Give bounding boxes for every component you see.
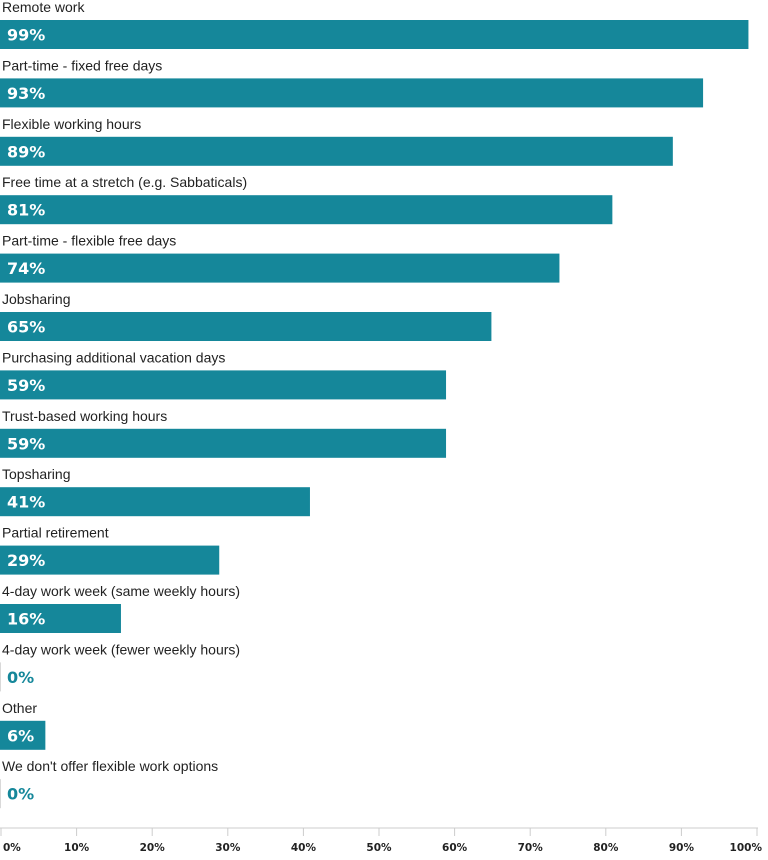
value-label-part-time-flexible-free-days: 74% — [7, 259, 45, 278]
value-labels-layer: 99% 93% 89% 81% 74% 65% 59% 59% 41% 29% 16% 0% 6% 0% — [7, 26, 45, 804]
x-tick-label-60: 60% — [442, 842, 468, 854]
category-label-4-day-work-week-fewer-weekly-hours: 4-day work week (fewer weekly hours) — [2, 641, 240, 657]
bar-we-don-t-offer-flexible-work-options — [0, 779, 1, 809]
bar-trust-based-working-hours — [0, 428, 447, 458]
value-label-other: 6% — [7, 726, 34, 745]
bars-layer — [0, 20, 749, 809]
bar-flexible-working-hours — [0, 136, 673, 166]
x-tick-label-90: 90% — [669, 842, 695, 854]
value-label-4-day-work-week-fewer-weekly-hours: 0% — [7, 668, 34, 687]
value-label-free-time-at-a-stretch-e-g-sabbaticals: 81% — [7, 201, 45, 220]
category-label-other: Other — [2, 700, 37, 716]
category-label-4-day-work-week-same-weekly-hours: 4-day work week (same weekly hours) — [2, 583, 240, 599]
x-axis: 0% 10% 20% 30% 40% 50% 60% 70% 80% 90% 100% — [0, 827, 763, 854]
category-label-flexible-working-hours: Flexible working hours — [2, 116, 141, 132]
x-tick-label-80: 80% — [593, 842, 619, 854]
category-label-part-time-flexible-free-days: Part-time - flexible free days — [2, 233, 176, 249]
value-label-4-day-work-week-same-weekly-hours: 16% — [7, 610, 45, 629]
bar-other — [0, 720, 46, 750]
x-tick-label-0: 0% — [3, 842, 21, 854]
value-label-partial-retirement: 29% — [7, 551, 45, 570]
bar-remote-work — [0, 20, 749, 49]
value-label-we-don-t-offer-flexible-work-options: 0% — [7, 785, 34, 804]
value-label-purchasing-additional-vacation-days: 59% — [7, 376, 45, 395]
category-label-topsharing: Topsharing — [2, 466, 71, 482]
category-label-purchasing-additional-vacation-days: Purchasing additional vacation days — [2, 349, 225, 365]
value-label-trust-based-working-hours: 59% — [7, 434, 45, 453]
bar-part-time-fixed-free-days — [0, 78, 704, 108]
category-label-free-time-at-a-stretch-e-g-sabbaticals: Free time at a stretch (e.g. Sabbaticals… — [2, 174, 247, 190]
bar-4-day-work-week-fewer-weekly-hours — [0, 662, 1, 692]
bar-topsharing — [0, 487, 310, 517]
bar-part-time-flexible-free-days — [0, 253, 560, 283]
category-label-we-don-t-offer-flexible-work-options: We don't offer flexible work options — [2, 758, 218, 774]
value-label-flexible-working-hours: 89% — [7, 142, 45, 161]
x-tick-label-70: 70% — [518, 842, 544, 854]
category-label-jobsharing: Jobsharing — [2, 291, 71, 307]
category-label-part-time-fixed-free-days: Part-time - fixed free days — [2, 57, 162, 73]
value-label-topsharing: 41% — [7, 493, 45, 512]
bar-free-time-at-a-stretch-e-g-sabbaticals — [0, 195, 613, 225]
value-label-part-time-fixed-free-days: 93% — [7, 84, 45, 103]
bar-jobsharing — [0, 312, 492, 341]
value-label-jobsharing: 65% — [7, 318, 45, 337]
category-label-remote-work: Remote work — [2, 0, 85, 15]
x-tick-label-20: 20% — [140, 842, 166, 854]
category-label-partial-retirement: Partial retirement — [2, 525, 109, 541]
bar-4-day-work-week-same-weekly-hours — [0, 604, 121, 633]
category-label-trust-based-working-hours: Trust-based working hours — [2, 408, 167, 424]
category-labels-layer: Remote work Part-time - fixed free days Fl… — [2, 0, 247, 774]
x-tick-label-50: 50% — [366, 842, 392, 854]
x-tick-label-10: 10% — [64, 842, 90, 854]
x-tick-label-40: 40% — [291, 842, 317, 854]
value-label-remote-work: 99% — [7, 26, 45, 45]
bar-purchasing-additional-vacation-days — [0, 370, 447, 400]
bar-partial-retirement — [0, 545, 220, 575]
x-tick-label-100: 100% — [730, 842, 763, 854]
x-tick-label-30: 30% — [215, 842, 241, 854]
